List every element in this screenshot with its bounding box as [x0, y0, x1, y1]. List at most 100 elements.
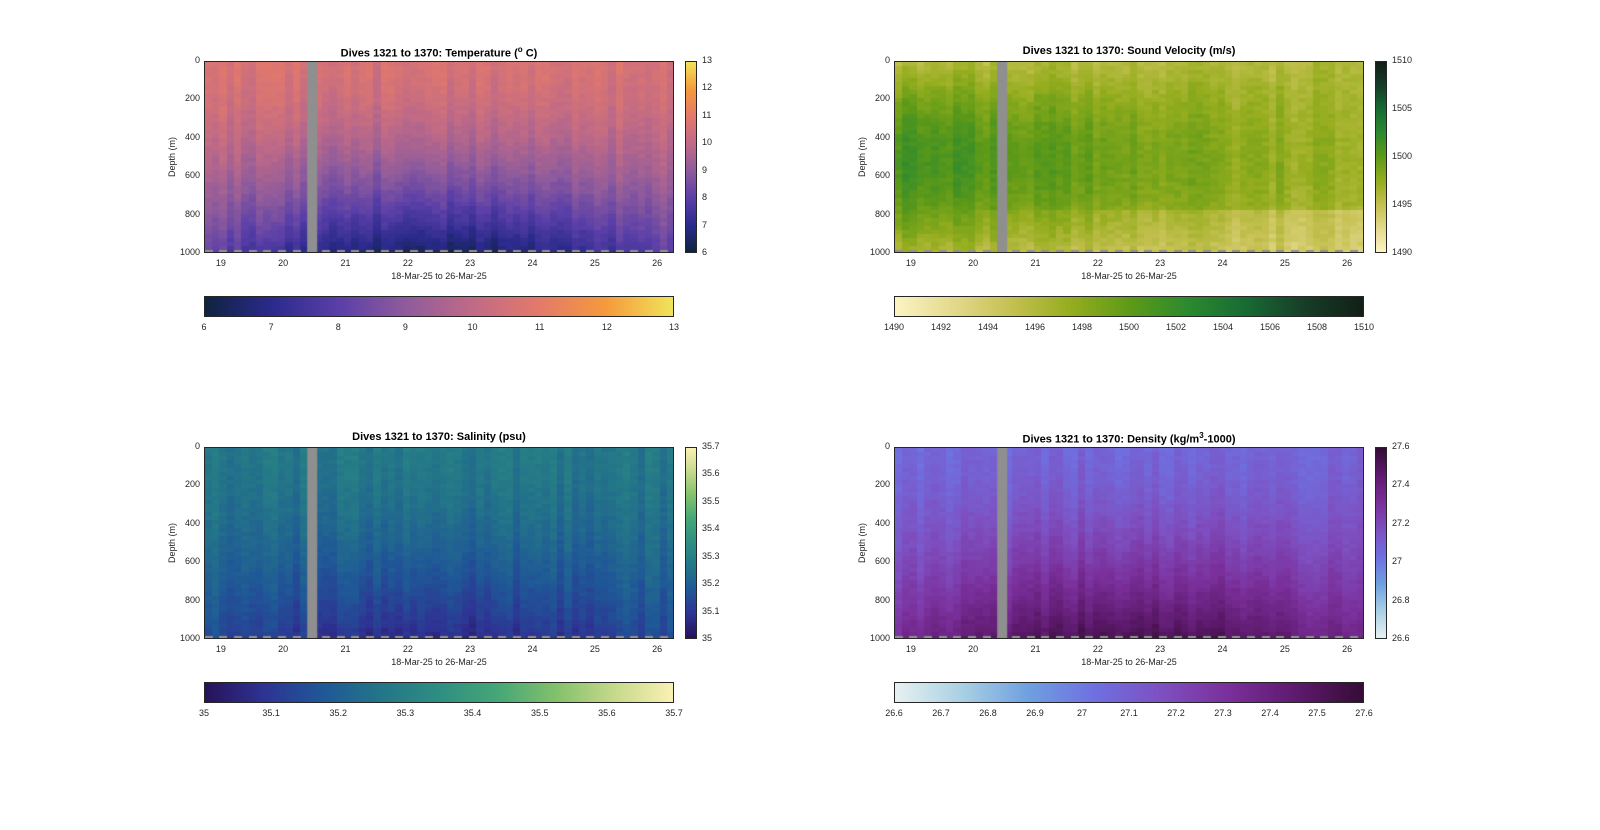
x-tick-label: 20	[278, 258, 289, 268]
x-tick-label: 20	[278, 644, 289, 654]
colorbar-vertical	[1375, 447, 1387, 639]
colorbar-tick-label: 1505	[1392, 103, 1413, 113]
x-tick-label: 23	[465, 644, 476, 654]
heatmap-cells	[895, 62, 1363, 252]
colorbar-tick-label: 35.6	[598, 708, 616, 718]
y-axis-label: Depth (m)	[167, 522, 177, 564]
chart-title-text: Dives 1321 to 1370: Salinity (psu)	[352, 431, 526, 443]
y-tick-label: 600	[184, 556, 200, 567]
heatmap-cells	[205, 448, 673, 638]
y-tick-label: 200	[874, 93, 890, 104]
colorbar-vertical	[685, 61, 697, 253]
colorbar-tick-label: 1510	[1353, 322, 1375, 332]
y-tick-label: 200	[184, 93, 200, 104]
x-tick-label: 19	[905, 644, 916, 654]
y-tick-label: 200	[874, 479, 890, 490]
colorbar-tick-label: 26.8	[1392, 594, 1410, 605]
x-tick-label: 25	[589, 644, 600, 654]
colorbar-tick-label: 35.5	[530, 708, 549, 718]
y-tick-label: 400	[874, 131, 890, 142]
colorbar-tick-label: 1506	[1259, 322, 1281, 332]
colorbar-tick-label: 1494	[977, 322, 999, 332]
x-axis-label: 18-Mar-25 to 26-Mar-25	[1081, 657, 1177, 667]
y-tick-label: 1000	[179, 633, 200, 643]
chart-title-text: Dives 1321 to 1370: Temperature (	[340, 47, 518, 60]
colorbar-tick-label: 27.2	[1392, 517, 1410, 528]
colorbar-tick-label: 27.2	[1167, 708, 1185, 718]
y-tick-label: 200	[184, 479, 200, 490]
y-tick-label: 800	[184, 208, 200, 219]
x-tick-label: 26	[652, 258, 663, 268]
chart-title-superscript: 3	[1199, 431, 1204, 440]
chart-title: Dives 1321 to 1370: Sound Velocity (m/s)	[1023, 45, 1236, 57]
colorbar-tick-label: 1500	[1118, 322, 1140, 332]
colorbar-horizontal	[894, 682, 1364, 703]
chart-title: Dives 1321 to 1370: Density (kg/m3-1000)	[1023, 431, 1236, 446]
y-tick-label: 0	[884, 55, 890, 65]
chart-title-tail: -1000)	[1203, 433, 1236, 446]
x-tick-label: 25	[589, 258, 600, 268]
colorbar-tick-label: 7	[268, 322, 274, 332]
x-axis-label: 18-Mar-25 to 26-Mar-25	[391, 657, 487, 667]
colorbar-tick-label: 35.4	[702, 523, 720, 534]
chart-title-superscript: o	[517, 45, 523, 54]
colorbar-tick-label: 35.6	[702, 468, 720, 479]
x-tick-label: 21	[1030, 258, 1041, 268]
x-tick-label: 25	[1279, 258, 1290, 268]
heatmap-cells	[895, 448, 1363, 638]
colorbar-tick-label: 1508	[1306, 322, 1328, 332]
x-tick-label: 23	[1155, 258, 1166, 268]
y-tick-label: 400	[874, 517, 890, 528]
colorbar-tick-label: 1492	[930, 322, 952, 332]
colorbar-tick-label: 35.3	[702, 550, 720, 561]
colorbar-vertical	[685, 447, 697, 639]
x-tick-label: 21	[340, 258, 351, 268]
colorbar-tick-label: 12	[601, 322, 612, 332]
colorbar-tick-label: 27.4	[1261, 708, 1279, 718]
x-tick-label: 26	[1342, 644, 1353, 654]
colorbar-tick-label: 27.1	[1120, 708, 1138, 718]
x-tick-label: 24	[1217, 258, 1228, 268]
colorbar-tick-label: 27.6	[1392, 441, 1410, 451]
colorbar-horizontal	[204, 682, 674, 703]
x-tick-label: 23	[1155, 644, 1166, 654]
colorbar-tick-label: 26.9	[1026, 708, 1044, 718]
colorbar-tick-label: 35.7	[665, 708, 683, 718]
x-tick-label: 22	[402, 258, 413, 268]
x-tick-label: 19	[215, 258, 226, 268]
x-tick-label: 23	[465, 258, 476, 268]
x-tick-label: 26	[1342, 258, 1353, 268]
y-tick-label: 1000	[179, 247, 200, 257]
colorbar-tick-label: 35.1	[262, 708, 280, 718]
colorbar-tick-label: 1496	[1024, 322, 1046, 332]
y-tick-label: 400	[184, 517, 200, 528]
colorbar-tick-label: 27.6	[1355, 708, 1373, 718]
chart-title-tail: C)	[522, 47, 538, 60]
y-axis-label: Depth (m)	[857, 136, 867, 178]
colorbar-tick-label: 10	[467, 322, 478, 332]
colorbar-tick-label: 6	[201, 322, 207, 332]
colorbar-tick-label: 8	[702, 192, 708, 203]
colorbar-tick-label: 35	[702, 633, 713, 643]
chart-title-text: Dives 1321 to 1370: Sound Velocity (m/s)	[1022, 45, 1236, 57]
colorbar-tick-label: 13	[702, 55, 713, 65]
y-tick-label: 800	[874, 594, 890, 605]
colorbar-tick-label: 1490	[1392, 247, 1413, 257]
colorbar-tick-label: 10	[702, 137, 713, 148]
heatmap-plot-area	[894, 447, 1364, 639]
heatmap-cells	[205, 62, 673, 252]
colorbar-tick-label: 1500	[1392, 151, 1413, 161]
colorbar-tick-label: 1490	[883, 322, 905, 332]
colorbar-tick-label: 26.6	[885, 708, 903, 718]
x-tick-label: 25	[1279, 644, 1290, 654]
colorbar-tick-label: 35.1	[702, 605, 720, 616]
colorbar-tick-label: 35	[198, 708, 210, 718]
colorbar-tick-label: 7	[702, 219, 708, 230]
colorbar-tick-label: 27	[1076, 708, 1088, 718]
y-tick-label: 800	[184, 594, 200, 605]
colorbar-tick-label: 9	[702, 164, 708, 175]
colorbar-tick-label: 1498	[1071, 322, 1093, 332]
colorbar-horizontal	[204, 296, 674, 317]
colorbar-tick-label: 1510	[1392, 55, 1413, 65]
colorbar-tick-label: 26.7	[932, 708, 950, 718]
